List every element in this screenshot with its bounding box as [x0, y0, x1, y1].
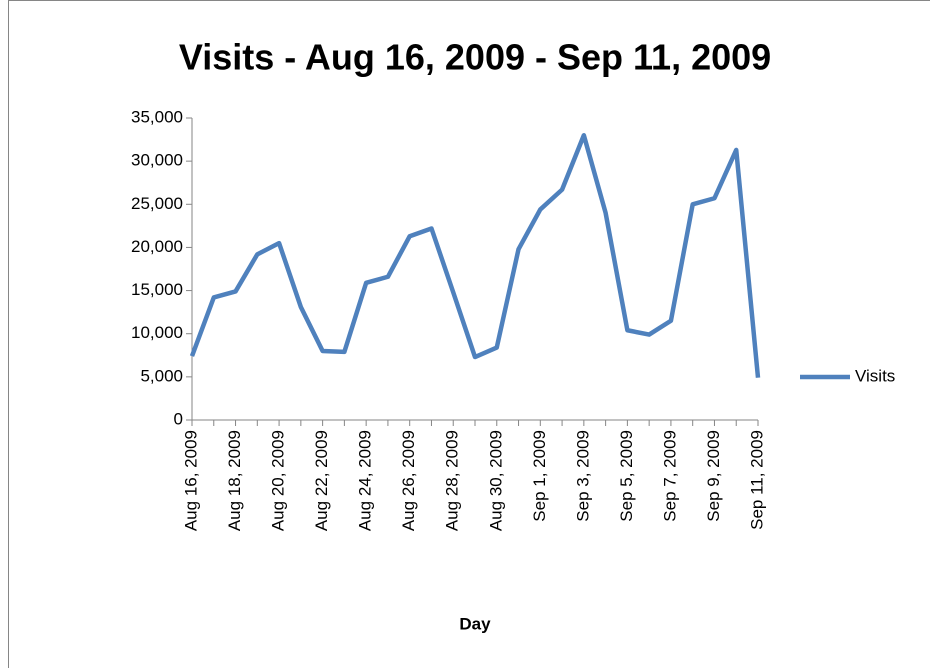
x-tick-label: Aug 16, 2009: [181, 430, 200, 531]
x-tick-label: Aug 28, 2009: [443, 430, 462, 531]
line-series: [189, 133, 761, 378]
x-tick-label: Sep 5, 2009: [617, 430, 636, 522]
y-tick-label: 25,000: [131, 194, 183, 213]
x-tick-label: Sep 1, 2009: [530, 430, 549, 522]
x-axis-title: Day: [459, 614, 491, 633]
y-tick-label: 0: [174, 409, 183, 428]
x-tick-label: Aug 26, 2009: [399, 430, 418, 531]
y-tick-label: 10,000: [131, 323, 183, 342]
x-tick-label: Aug 30, 2009: [486, 430, 505, 531]
y-tick-label: 35,000: [131, 107, 183, 126]
chart-title: Visits - Aug 16, 2009 - Sep 11, 2009: [179, 37, 771, 78]
x-tick-label: Sep 3, 2009: [573, 430, 592, 522]
x-tick-label: Sep 7, 2009: [660, 430, 679, 522]
x-tick-label: Aug 24, 2009: [356, 430, 375, 531]
y-tick-label: 15,000: [131, 280, 183, 299]
x-tick-label: Aug 18, 2009: [225, 430, 244, 531]
x-tick-label: Sep 9, 2009: [704, 430, 723, 522]
y-tick-label: 30,000: [131, 151, 183, 170]
x-tick-label: Aug 22, 2009: [312, 430, 331, 531]
y-tick-label: 20,000: [131, 237, 183, 256]
x-tick-label: Sep 11, 2009: [747, 430, 766, 530]
legend-label: Visits: [855, 366, 895, 385]
x-tick-label: Aug 20, 2009: [269, 430, 288, 531]
y-tick-label: 5,000: [140, 366, 183, 385]
